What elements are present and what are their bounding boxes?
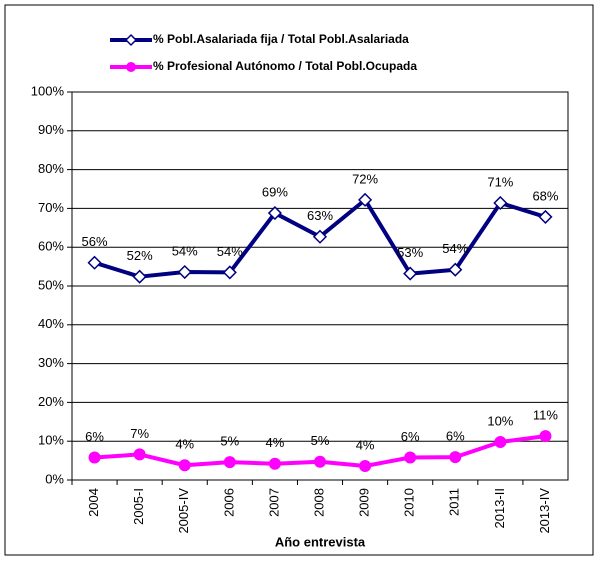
- y-tick-label: 70%: [38, 200, 64, 215]
- x-tick-label: 2004: [86, 488, 101, 517]
- y-tick-label: 60%: [38, 239, 64, 254]
- marker: [493, 195, 508, 211]
- marker: [312, 229, 328, 244]
- marker: [359, 460, 372, 473]
- marker: [87, 255, 102, 270]
- x-tick-label: 2011: [447, 488, 462, 516]
- marker: [494, 435, 507, 448]
- data-label: 4%: [356, 437, 375, 452]
- y-tick-label: 100%: [31, 83, 65, 98]
- data-label: 56%: [82, 234, 108, 249]
- plot-border: [71, 91, 569, 481]
- marker: [88, 451, 101, 464]
- data-label: 6%: [85, 429, 104, 444]
- marker: [267, 205, 282, 221]
- marker: [177, 264, 192, 280]
- data-label: 54%: [172, 243, 198, 258]
- y-tick-label: 10%: [38, 433, 64, 448]
- legend-marker: [126, 62, 136, 72]
- legend-label: % Profesional Autónomo / Total Pobl.Ocup…: [153, 59, 417, 73]
- data-label: 53%: [397, 245, 423, 260]
- data-label: 54%: [442, 241, 468, 256]
- y-tick-label: 0%: [45, 471, 64, 486]
- marker: [448, 262, 463, 277]
- x-tick-label: 2009: [357, 488, 372, 517]
- data-label: 11%: [533, 408, 558, 423]
- marker: [132, 269, 147, 284]
- marker: [314, 455, 326, 468]
- data-label: 5%: [311, 433, 330, 448]
- legend-marker: [124, 33, 138, 47]
- marker: [449, 451, 462, 464]
- data-label: 5%: [220, 434, 239, 449]
- data-label: 63%: [307, 208, 333, 223]
- data-label: 68%: [532, 188, 558, 203]
- data-label: 4%: [266, 435, 285, 450]
- legend-label: % Pobl.Asalariada fija / Total Pobl.Asal…: [153, 32, 409, 46]
- x-tick-label: 2005-IV: [176, 488, 191, 534]
- y-tick-label: 20%: [38, 394, 64, 409]
- marker: [133, 448, 146, 461]
- y-tick-label: 90%: [38, 122, 64, 137]
- marker: [268, 457, 281, 470]
- x-tick-label: 2005-I: [131, 488, 146, 525]
- y-tick-label: 80%: [38, 161, 64, 176]
- marker: [539, 430, 552, 443]
- marker: [538, 209, 553, 224]
- marker: [222, 265, 237, 280]
- marker: [403, 266, 418, 281]
- data-label: 6%: [446, 429, 465, 444]
- data-label: 72%: [352, 171, 378, 186]
- chart-border: [4, 4, 594, 556]
- marker: [404, 451, 417, 464]
- data-label: 4%: [175, 437, 194, 452]
- x-axis-title: Año entrevista: [275, 534, 366, 549]
- x-tick-label: 2010: [402, 488, 417, 517]
- x-tick-label: 2013-II: [492, 488, 507, 528]
- data-label: 6%: [401, 429, 420, 444]
- x-tick-label: 2008: [311, 488, 326, 517]
- marker: [223, 456, 236, 469]
- data-label: 52%: [127, 248, 153, 263]
- y-tick-label: 30%: [38, 355, 64, 370]
- y-tick-label: 40%: [38, 316, 64, 331]
- x-tick-label: 2013-IV: [537, 488, 552, 534]
- data-label: 54%: [217, 244, 243, 259]
- data-label: 10%: [487, 413, 513, 428]
- marker: [178, 459, 191, 472]
- y-tick-label: 50%: [38, 277, 64, 292]
- x-tick-label: 2007: [266, 488, 281, 517]
- x-tick-label: 2006: [221, 488, 236, 517]
- marker: [358, 192, 373, 207]
- data-label: 69%: [262, 184, 288, 199]
- data-label: 7%: [130, 426, 149, 441]
- data-label: 71%: [487, 174, 513, 189]
